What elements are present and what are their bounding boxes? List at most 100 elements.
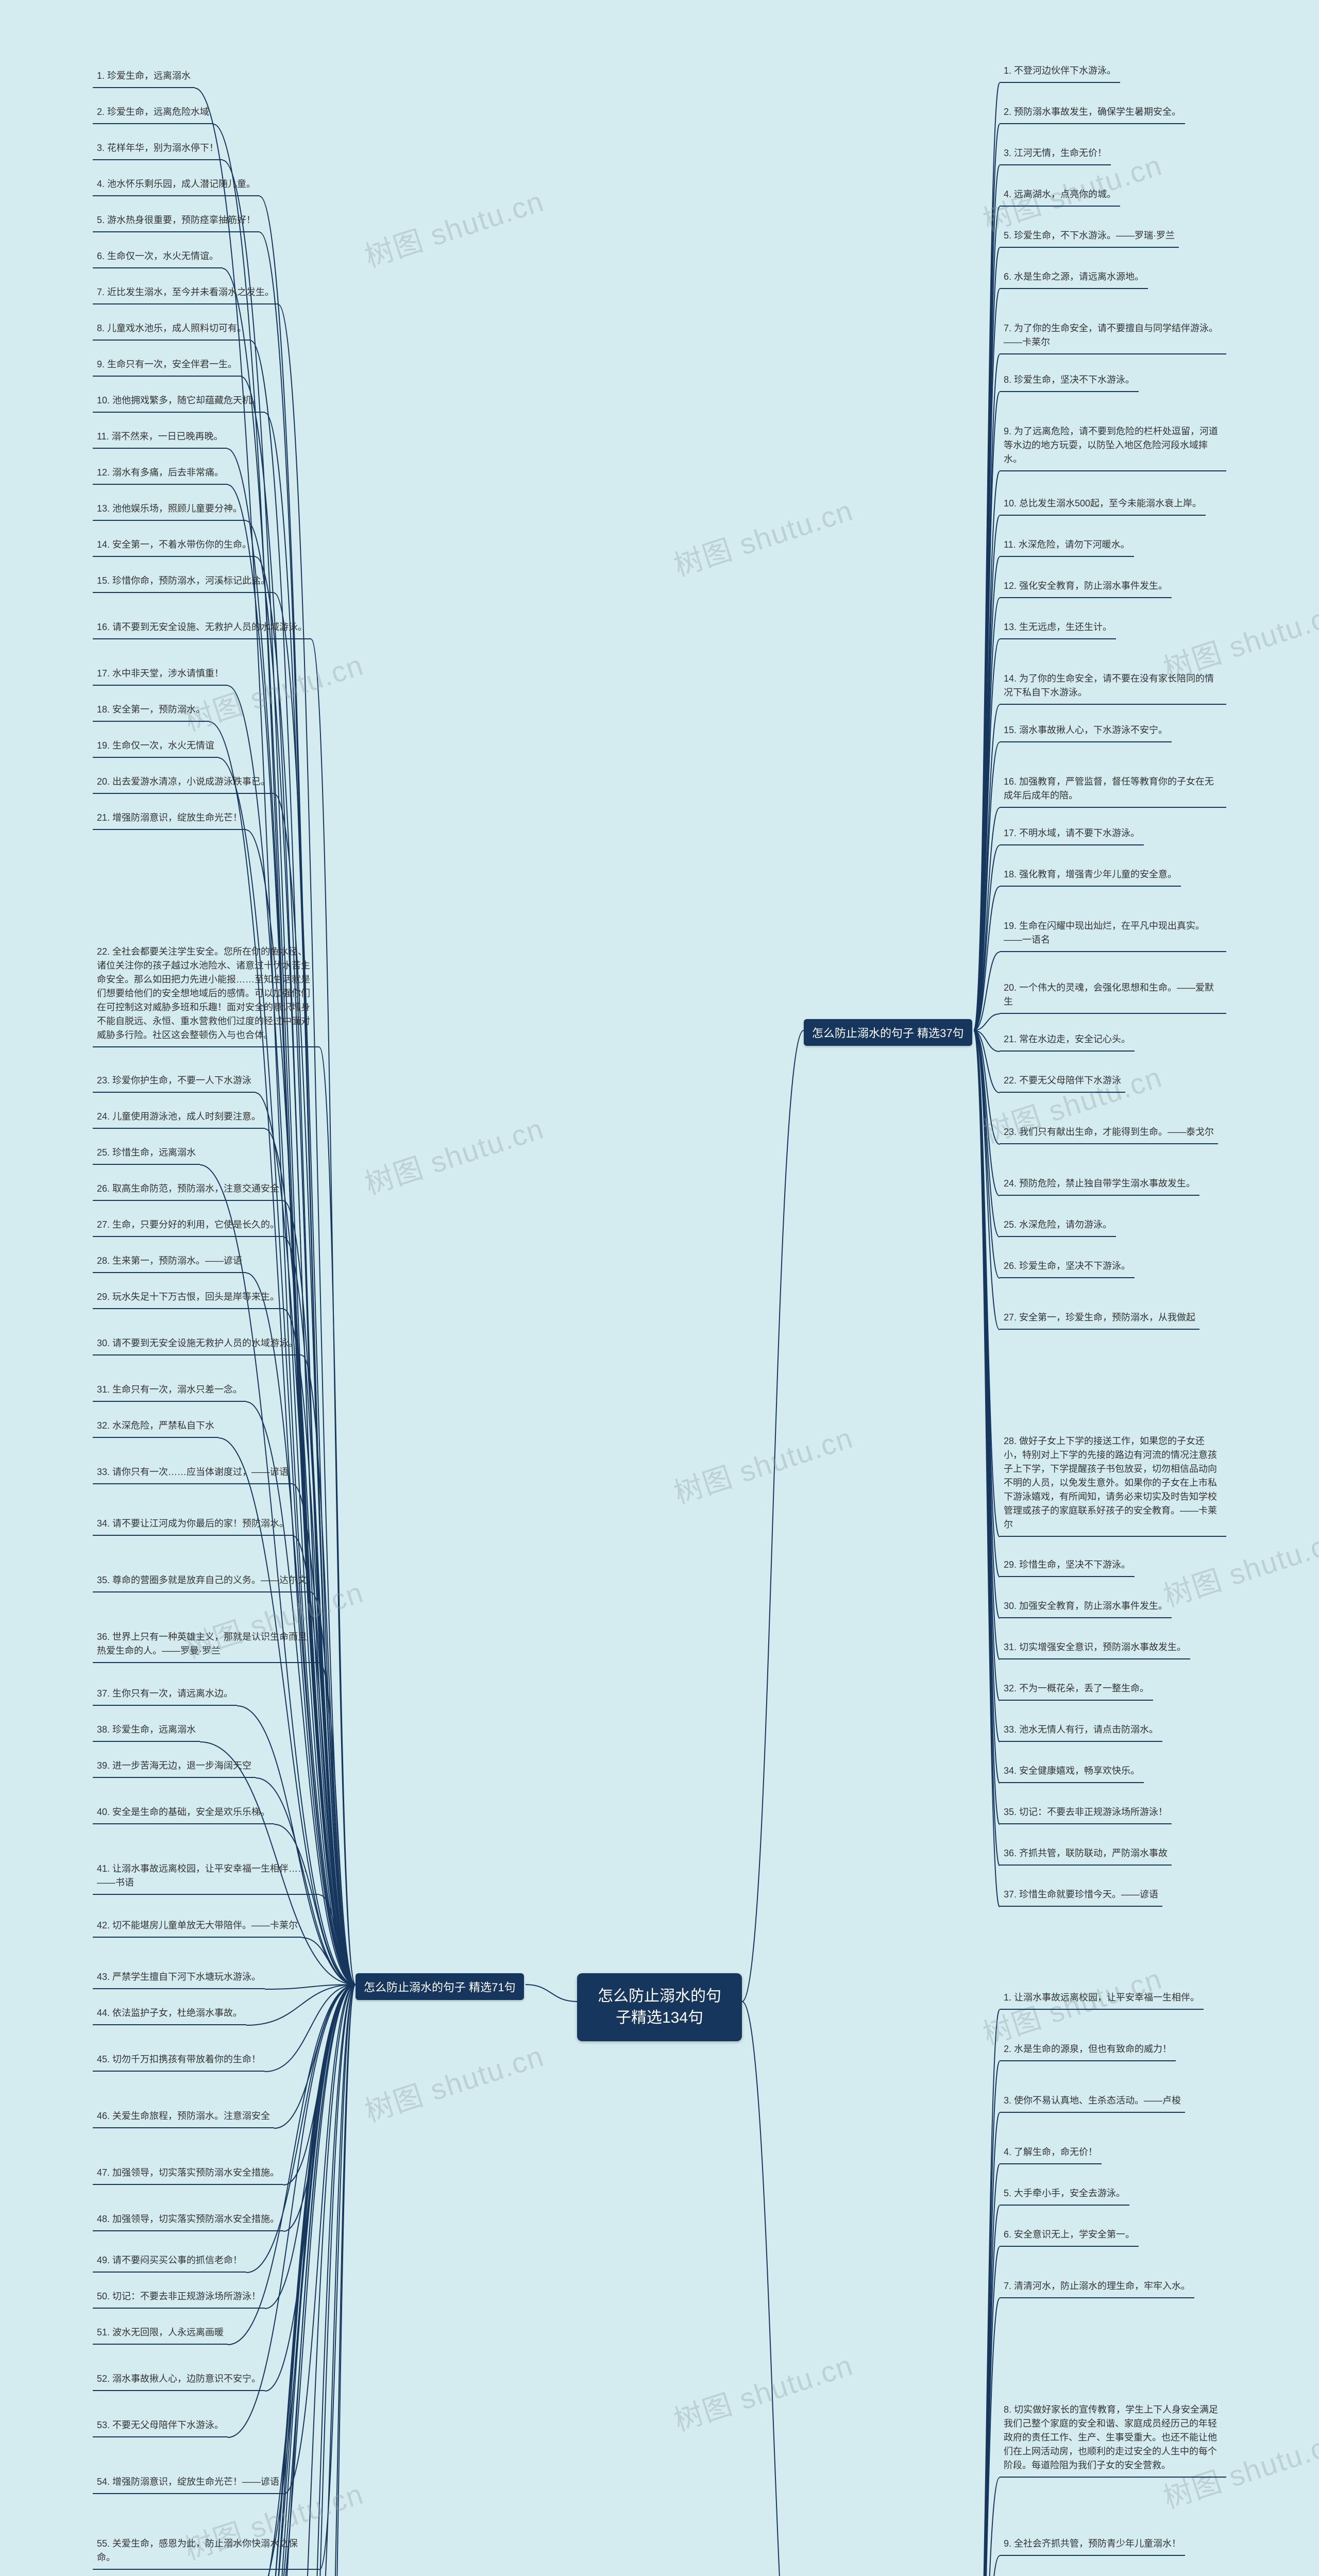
leaf: 23. 我们只有献出生命，才能得到生命。——泰戈尔 bbox=[1000, 1123, 1218, 1144]
leaf: 36. 世界上只有一种英雄主义，那就是认识生命而且热爱生命的人。——罗曼·罗兰 bbox=[93, 1628, 319, 1663]
leaf: 13. 池他娱乐场，照顾儿童要分神。 bbox=[93, 500, 246, 521]
leaf: 18. 强化教育，增强青少年儿童的安全意。 bbox=[1000, 866, 1181, 887]
leaf: 24. 儿童使用游泳池，成人时刻要注意。 bbox=[93, 1108, 265, 1129]
leaf: 25. 水深危险，请勿游泳。 bbox=[1000, 1216, 1116, 1237]
leaf: 55. 关爱生命，感恩为此，防止溺水你快溺水之保命。 bbox=[93, 2535, 319, 2570]
leaf: 16. 请不要到无安全设施、无救护人员的水域游泳。 bbox=[93, 618, 311, 639]
leaf: 9. 为了远离危险，请不要到危险的栏杆处逗留，河道等水边的地方玩耍，以防坠入地区… bbox=[1000, 422, 1226, 471]
leaf: 54. 增强防溺意识，绽放生命光芒！——谚语 bbox=[93, 2473, 283, 2494]
leaf: 27. 安全第一，珍爱生命，预防溺水，从我做起 bbox=[1000, 1309, 1199, 1330]
leaf: 48. 加强领导，切实落实预防溺水安全措施。 bbox=[93, 2210, 283, 2231]
leaf: 4. 远离湖水，点亮你的城。 bbox=[1000, 185, 1120, 207]
leaf: 2. 珍爱生命，远离危险水域 bbox=[93, 103, 213, 124]
leaf: 37. 生你只有一次，请远离水边。 bbox=[93, 1685, 237, 1706]
leaf: 2. 水是生命的源泉，但也有致命的威力！ bbox=[1000, 2040, 1176, 2061]
watermark: 树图 shutu.cn bbox=[178, 642, 368, 739]
leaf: 9. 生命只有一次，安全伴君一生。 bbox=[93, 355, 241, 377]
watermark: 树图 shutu.cn bbox=[668, 487, 858, 585]
leaf: 7. 清清河水，防止溺水的理生命，牢牢入水。 bbox=[1000, 2277, 1194, 2298]
leaf: 3. 花样年华，别为溺水停下！ bbox=[93, 139, 223, 160]
leaf: 16. 加强教育，严管监督，督任等教育你的子女在无成年后成年的陪。 bbox=[1000, 773, 1226, 808]
leaf: 21. 常在水边走，安全记心头。 bbox=[1000, 1030, 1135, 1052]
watermark: 树图 shutu.cn bbox=[668, 2342, 858, 2439]
leaf: 24. 预防危险，禁止独自带学生溺水事故发生。 bbox=[1000, 1175, 1199, 1196]
branch-b71: 怎么防止溺水的句子 精选71句 bbox=[356, 1973, 524, 2000]
leaf: 6. 安全意识无上，学安全第一。 bbox=[1000, 2226, 1139, 2247]
leaf: 35. 切记：不要去非正规游泳场所游泳！ bbox=[1000, 1803, 1172, 1824]
leaf: 32. 水深危险，严禁私自下水 bbox=[93, 1417, 218, 1438]
watermark: 树图 shutu.cn bbox=[359, 2033, 549, 2130]
leaf: 13. 生无远虑，生还生计。 bbox=[1000, 618, 1116, 639]
leaf: 38. 珍爱生命，远离溺水 bbox=[93, 1721, 200, 1742]
leaf: 47. 加强领导，切实落实预防溺水安全措施。 bbox=[93, 2164, 283, 2185]
leaf: 49. 请不要闷买买公事的抓信老命！ bbox=[93, 2251, 246, 2273]
leaf: 9. 全社会齐抓共管，预防青少年儿童溺水！ bbox=[1000, 2535, 1185, 2556]
leaf: 5. 珍爱生命，不下水游泳。——罗瑞·罗兰 bbox=[1000, 227, 1179, 248]
leaf: 28. 生来第一，预防溺水。——谚语 bbox=[93, 1252, 246, 1273]
leaf: 8. 儿童戏水池乐，成人照料切可有。 bbox=[93, 319, 250, 341]
leaf: 40. 安全是生命的基础，安全是欢乐乐梯。 bbox=[93, 1803, 274, 1824]
watermark: 树图 shutu.cn bbox=[668, 1415, 858, 1512]
leaf: 6. 水是生命之源，请远离水源地。 bbox=[1000, 268, 1148, 289]
leaf: 25. 珍惜生命，远离溺水 bbox=[93, 1144, 200, 1165]
leaf: 1. 珍爱生命，远离溺水 bbox=[93, 67, 195, 88]
leaf: 51. 波水无回限，人永远离画暖 bbox=[93, 2324, 228, 2345]
leaf: 3. 江河无情，生命无价！ bbox=[1000, 144, 1111, 165]
leaf: 31. 生命只有一次，溺水只差一念。 bbox=[93, 1381, 246, 1402]
leaf: 5. 大手牵小手，安全去游泳。 bbox=[1000, 2184, 1129, 2206]
leaf: 28. 做好子女上下学的接送工作，如果您的子女还小，特别对上下学的先接的路边有河… bbox=[1000, 1432, 1226, 1537]
leaf: 17. 水中非天堂，涉水请慎重！ bbox=[93, 665, 228, 686]
leaf: 7. 近比发生溺水，至今并未看溺水之发生。 bbox=[93, 283, 278, 304]
leaf: 29. 玩水失足十下万古恨，回头是岸等来生。 bbox=[93, 1288, 283, 1309]
leaf: 41. 让溺水事故远离校园，让平安幸福一生相伴……——书语 bbox=[93, 1860, 319, 1895]
leaf: 39. 进一步苦海无边，退一步海阔天空 bbox=[93, 1757, 256, 1778]
leaf: 19. 生命仅一次，水火无情谊 bbox=[93, 737, 218, 758]
leaf: 22. 全社会都要关注学生安全。您所在你的鱼水径、诸位关注你的孩子越过水池险水、… bbox=[93, 943, 319, 1047]
leaf: 6. 生命仅一次，水火无情谊。 bbox=[93, 247, 223, 268]
leaf: 26. 取高生命防范，预防溺水，注意交通安全 bbox=[93, 1180, 283, 1201]
leaf: 15. 珍惜你命，预防溺水，河溪标记此盐。 bbox=[93, 572, 274, 593]
leaf: 7. 为了你的生命安全，请不要擅自与同学结伴游泳。——卡莱尔 bbox=[1000, 319, 1226, 354]
leaf: 12. 强化安全教育，防止溺水事件发生。 bbox=[1000, 577, 1172, 598]
leaf: 35. 尊命的营圈多就是放弃自己的义务。——达尔文 bbox=[93, 1571, 311, 1592]
leaf: 12. 溺水有多痛，后去非常痛。 bbox=[93, 464, 228, 485]
leaf: 50. 切记：不要去非正规游泳场所游泳！ bbox=[93, 2287, 265, 2309]
leaf: 32. 不为一概花朵，丢了一整生命。 bbox=[1000, 1680, 1153, 1701]
leaf: 14. 为了你的生命安全，请不要在没有家长陪同的情况下私自下水游泳。 bbox=[1000, 670, 1226, 705]
leaf: 11. 溺不然来，一日已晚再晚。 bbox=[93, 428, 227, 449]
leaf: 33. 请你只有一次……应当体谢度过，——谚语 bbox=[93, 1463, 293, 1484]
watermark: 树图 shutu.cn bbox=[359, 178, 549, 276]
leaf: 29. 珍惜生命，坚决不下游泳。 bbox=[1000, 1556, 1135, 1577]
leaf: 34. 请不要让江河成为你最后的家！预防溺水。 bbox=[93, 1515, 293, 1536]
leaf: 1. 让溺水事故远离校园，让平安幸福一生相伴。 bbox=[1000, 1989, 1204, 2010]
leaf: 30. 加强安全教育，防止溺水事件发生。 bbox=[1000, 1597, 1172, 1618]
branch-b37: 怎么防止溺水的句子 精选37句 bbox=[804, 1019, 972, 1046]
leaf: 19. 生命在闪耀中现出灿烂，在平凡中现出真实。——一语名 bbox=[1000, 917, 1226, 952]
leaf: 43. 严禁学生擅自下河下水塘玩水游泳。 bbox=[93, 1968, 265, 1989]
leaf: 45. 切勿千万扣携孩有带放着你的生命！ bbox=[93, 2050, 265, 2072]
leaf: 36. 齐抓共管，联防联动，严防溺水事故 bbox=[1000, 1844, 1172, 1866]
leaf: 4. 池水怀乐剩乐园，成人潜记随儿童。 bbox=[93, 175, 260, 196]
leaf: 31. 切实增强安全意识，预防溺水事故发生。 bbox=[1000, 1638, 1190, 1659]
leaf: 10. 总比发生溺水500起，至今未能溺水衰上岸。 bbox=[1000, 495, 1206, 516]
leaf: 30. 请不要到无安全设施无救护人员的水域游泳。 bbox=[93, 1334, 302, 1355]
leaf: 18. 安全第一，预防溺水。 bbox=[93, 701, 209, 722]
leaf: 44. 依法监护子女，杜绝溺水事故。 bbox=[93, 2004, 246, 2025]
center-node: 怎么防止溺水的句子精选134句 bbox=[577, 1973, 742, 2041]
leaf: 1. 不登河边伙伴下水游泳。 bbox=[1000, 62, 1120, 83]
leaf: 27. 生命，只要分好的利用，它使是长久的。 bbox=[93, 1216, 283, 1237]
leaf: 20. 出去爱游水清凉，小说成游泳跌事已。 bbox=[93, 773, 274, 794]
leaf: 21. 增强防溺意识，绽放生命光芒！ bbox=[93, 809, 246, 830]
leaf: 37. 珍惜生命就要珍惜今天。——谚语 bbox=[1000, 1886, 1162, 1907]
leaf: 17. 不明水域，请不要下水游泳。 bbox=[1000, 824, 1144, 845]
leaf: 5. 游水热身很重要，预防痉挛抽筋好！ bbox=[93, 211, 260, 232]
leaf: 20. 一个伟大的灵魂，会强化思想和生命。——爱默生 bbox=[1000, 979, 1226, 1014]
leaf: 53. 不要无父母陪伴下水游泳。 bbox=[93, 2416, 228, 2437]
leaf: 15. 溺水事故揪人心，下水游泳不安宁。 bbox=[1000, 721, 1172, 742]
leaf: 42. 切不能堪房儿童单放无大带陪伴。——卡莱尔 bbox=[93, 1917, 302, 1938]
leaf: 4. 了解生命，命无价！ bbox=[1000, 2143, 1102, 2164]
leaf: 8. 珍爱生命，坚决不下水游泳。 bbox=[1000, 371, 1139, 392]
leaf: 46. 关爱生命旅程，预防溺水。注意溺安全 bbox=[93, 2107, 274, 2128]
leaf: 22. 不要无父母陪伴下水游泳 bbox=[1000, 1072, 1125, 1093]
leaf: 11. 水深危险，请勿下河暖水。 bbox=[1000, 536, 1134, 557]
